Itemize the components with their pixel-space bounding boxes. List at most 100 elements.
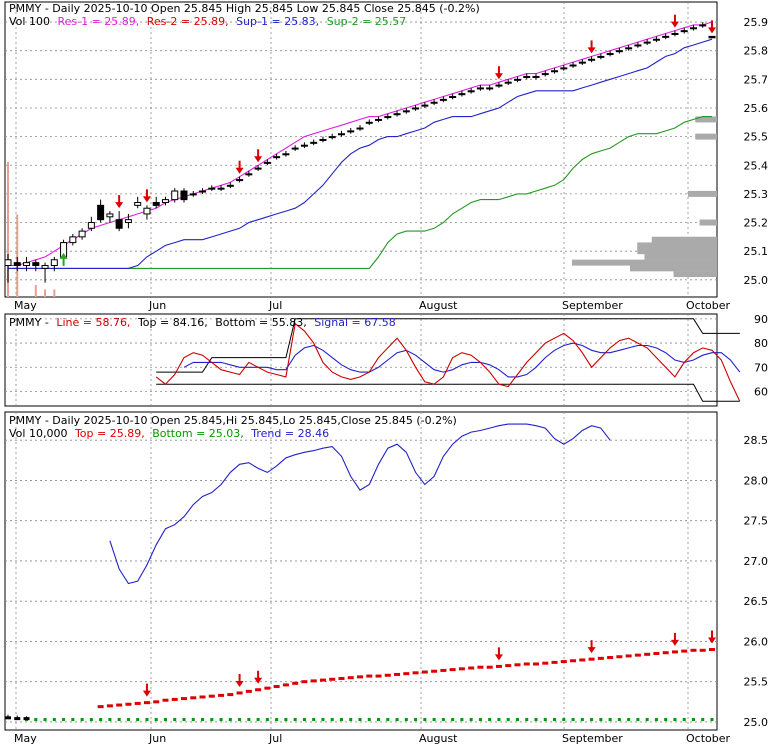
bottom-mark [562, 718, 566, 722]
bottom-mark [293, 718, 297, 722]
candle [245, 170, 253, 177]
candle [97, 199, 105, 223]
top-mark [681, 649, 688, 653]
bottom-mark [302, 718, 306, 722]
candle [106, 211, 114, 223]
x-tick-label: Jul [268, 299, 282, 312]
top-mark [551, 660, 558, 664]
candle-body [513, 78, 521, 81]
top-mark [468, 666, 475, 670]
candle [439, 96, 447, 103]
price-header-line2: Vol 100 Res-1 = 25.89, Res-2 = 25.89, Su… [9, 15, 406, 28]
price-panel-frame [4, 1, 718, 298]
top-mark [199, 695, 206, 699]
candle [143, 205, 151, 220]
candle-body [347, 130, 355, 133]
res2-label: Res-2 = 25.89, [147, 15, 229, 28]
top-mark [384, 673, 391, 677]
candle [625, 44, 633, 51]
candle-body [50, 259, 58, 266]
candle [226, 182, 234, 189]
trend-panel-frame [4, 411, 718, 731]
trend-y-tick-labels: 28.5 28.0 27.5 27.0 26.5 26.0 25.5 25.0 [744, 434, 769, 729]
bottom-mark [62, 718, 66, 722]
candle [347, 128, 355, 134]
bottom-mark [136, 718, 140, 722]
top-mark [357, 675, 363, 679]
candle-body [208, 187, 216, 190]
candle-body [152, 201, 160, 206]
bottom-mark [145, 718, 149, 722]
candle [180, 188, 188, 203]
volume-bar [7, 162, 9, 297]
sell-arrow [670, 14, 679, 28]
volume-bar [44, 289, 47, 297]
candle-body [254, 167, 262, 170]
top-mark [486, 665, 493, 669]
x-tick-label: August [419, 732, 458, 745]
candle [421, 102, 429, 108]
top-mark [134, 701, 141, 705]
top-mark [403, 672, 410, 676]
candle [208, 185, 216, 192]
bottom-mark [80, 718, 84, 722]
bottom-mark [108, 718, 112, 722]
y-tick-label: 25.0 [744, 274, 769, 287]
buy-arrow [59, 252, 68, 266]
candle-body [708, 35, 716, 39]
trend-bottom-label: Bottom = 25.03, [152, 427, 244, 440]
candle-body [560, 67, 568, 70]
y-tick-label: 26.5 [744, 595, 769, 608]
y-tick-label: 27.0 [744, 555, 769, 568]
candle-body [652, 38, 660, 41]
candle [337, 130, 345, 137]
candle [680, 27, 688, 34]
top-mark [245, 689, 252, 693]
top-mark [412, 671, 419, 675]
trend-sell-arrow [587, 640, 596, 654]
candle [393, 110, 401, 117]
trend-panel: 28.5 28.0 27.5 27.0 26.5 26.0 25.5 25.0 May Jun J… [4, 411, 769, 745]
trend-trend-label: Trend = 28.46 [250, 427, 329, 440]
volume-profile-bar [695, 133, 717, 140]
candle-body [412, 107, 420, 110]
candle [615, 47, 623, 54]
x-tick-label: October [686, 299, 730, 312]
top-mark [310, 679, 317, 683]
top-mark [208, 694, 215, 698]
bottom-mark [701, 718, 705, 722]
bottom-mark [580, 718, 584, 722]
top-mark [542, 661, 549, 665]
bottom-mark [52, 718, 56, 722]
sell-arrow [708, 20, 716, 34]
x-tick-label: September [562, 299, 623, 312]
top-mark [264, 686, 271, 690]
bottom-mark [367, 718, 371, 722]
sell-arrow-head [494, 73, 503, 80]
bottom-mark [673, 718, 677, 722]
trend-line [109, 423, 611, 585]
volume-profile-bar [688, 190, 717, 197]
candle [689, 24, 697, 31]
top-mark [218, 693, 225, 697]
bottom-label: Bottom = 55.83, [215, 316, 307, 329]
sell-arrow [254, 149, 263, 163]
sell-arrow-head [115, 202, 124, 209]
candle-body [569, 64, 577, 67]
volume-profile-bar [651, 236, 717, 243]
bottom-mark [349, 718, 353, 722]
volume-profile-bar [644, 253, 717, 260]
bottom-mark [386, 718, 390, 722]
candle [134, 196, 142, 209]
trend-sell-arrow [254, 670, 263, 684]
candle [578, 59, 586, 66]
bottom-mark [691, 718, 695, 722]
top-mark [514, 663, 521, 667]
res1-line [8, 21, 713, 267]
volume-profile-bar [637, 242, 717, 249]
candle [597, 53, 605, 60]
candle-body [625, 47, 633, 50]
candle-body [476, 87, 484, 90]
candle [87, 216, 95, 232]
